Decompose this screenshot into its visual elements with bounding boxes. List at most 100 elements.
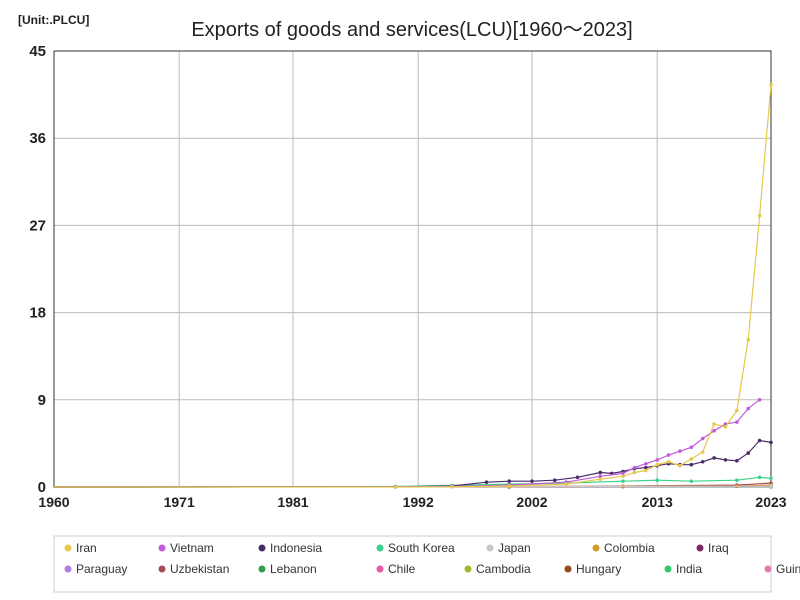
data-point-indonesia [735,459,739,463]
data-point-indonesia [598,470,603,475]
series-vietnam [53,398,762,489]
legend-marker-lebanon [258,565,266,573]
y-tick-label: 27 [29,217,46,234]
legend-label-guinea: Guinea [776,562,800,576]
data-point-iran [564,482,568,486]
data-point-iran [723,425,728,429]
series-group [53,83,773,489]
legend-item-colombia[interactable]: Colombia [592,541,656,555]
legend-item-indonesia[interactable]: Indonesia [258,541,323,555]
data-point-vietnam [746,406,751,411]
legend-marker-india [664,565,672,573]
legend-marker-paraguay [64,565,72,573]
data-point-indonesia [746,451,751,455]
grid [54,51,771,487]
legend-label-india: India [676,562,702,576]
legend-item-iraq[interactable]: Iraq [696,541,729,555]
legend-label-chile: Chile [388,562,416,576]
legend-label-paraguay: Paraguay [76,562,127,576]
y-axis: 0 9 18 27 36 45 [29,43,46,496]
legend-marker-indonesia [258,544,266,552]
legend-label-south-korea: South Korea [388,541,455,555]
legend-marker-guinea [764,565,772,573]
legend-marker-cambodia [464,565,472,573]
legend-item-iran[interactable]: Iran [64,541,97,555]
data-point-indonesia [644,465,648,470]
data-point-indonesia [575,475,580,480]
data-point-indonesia [530,479,534,483]
data-point-iran [450,485,455,489]
series-line-iran [54,84,772,488]
data-point-south-korea [769,476,773,481]
data-point-iran [746,337,751,342]
legend-item-guinea[interactable]: Guinea [764,562,800,576]
data-point-south-korea [757,475,762,480]
legend-item-cambodia[interactable]: Cambodia [464,562,532,576]
legend-item-lebanon[interactable]: Lebanon [258,562,317,576]
data-point-iran [598,477,603,482]
data-point-vietnam [655,458,659,462]
data-point-indonesia [757,438,762,443]
data-point-vietnam [700,436,705,441]
data-point-iran [393,485,398,489]
data-point-indonesia [700,460,705,464]
legend-marker-uzbekistan [158,565,166,573]
data-point-vietnam [644,461,648,466]
legend-item-paraguay[interactable]: Paraguay [64,562,128,576]
data-point-vietnam [689,445,694,450]
legend-label-uzbekistan: Uzbekistan [170,562,229,576]
legend-marker-iraq [696,544,704,552]
x-tick-label: 1992 [403,494,434,510]
data-point-vietnam [678,449,682,453]
legend-label-iran: Iran [76,541,97,555]
data-point-iran [757,213,762,218]
data-point-vietnam [712,429,716,433]
legend-marker-iran [64,544,72,552]
data-point-vietnam [666,453,671,457]
legend-item-vietnam[interactable]: Vietnam [158,541,214,555]
data-point-indonesia [712,456,716,460]
series-line-indonesia [53,439,772,488]
data-point-south-korea [735,478,739,483]
data-point-south-korea [655,478,659,483]
legend-marker-vietnam [158,544,166,552]
data-point-iran [621,474,625,479]
legend-item-south-korea[interactable]: South Korea [376,541,456,555]
data-point-vietnam [757,398,762,402]
x-axis: 1960 1971 1981 1992 2002 2013 2023 [38,494,786,510]
legend-label-colombia: Colombia [604,541,655,555]
data-point-iran [700,450,705,454]
series-iran [54,83,773,489]
data-point-vietnam [735,420,739,424]
legend-marker-colombia [592,544,600,552]
x-tick-label: 2002 [516,494,547,510]
data-point-vietnam [621,471,625,476]
data-point-indonesia [484,480,489,484]
legend-label-indonesia: Indonesia [270,541,322,555]
data-point-iran [769,83,773,87]
legend-marker-chile [376,565,384,573]
data-point-iran [644,468,648,473]
legend-item-chile[interactable]: Chile [376,562,416,576]
data-point-japan [769,484,773,489]
data-point-iran [507,484,512,488]
data-point-indonesia [769,440,773,445]
y-tick-label: 45 [29,43,46,60]
chart-title: Exports of goods and services(LCU)[1960～… [191,19,632,41]
legend-item-japan[interactable]: Japan [486,541,531,555]
legend-item-india[interactable]: India [664,562,703,576]
data-point-indonesia [689,462,694,467]
x-tick-label: 1981 [277,494,308,510]
legend-label-lebanon: Lebanon [270,562,317,576]
x-tick-label: 1971 [164,494,195,510]
data-point-iran [689,457,694,461]
legend-item-hungary[interactable]: Hungary [564,562,622,576]
y-tick-label: 18 [29,305,46,322]
legend-label-hungary: Hungary [576,562,621,576]
data-point-iran [712,422,716,426]
legend-label-japan: Japan [498,541,531,555]
data-point-indonesia [507,479,512,483]
series-indonesia [53,438,773,489]
legend-item-uzbekistan[interactable]: Uzbekistan [158,562,230,576]
